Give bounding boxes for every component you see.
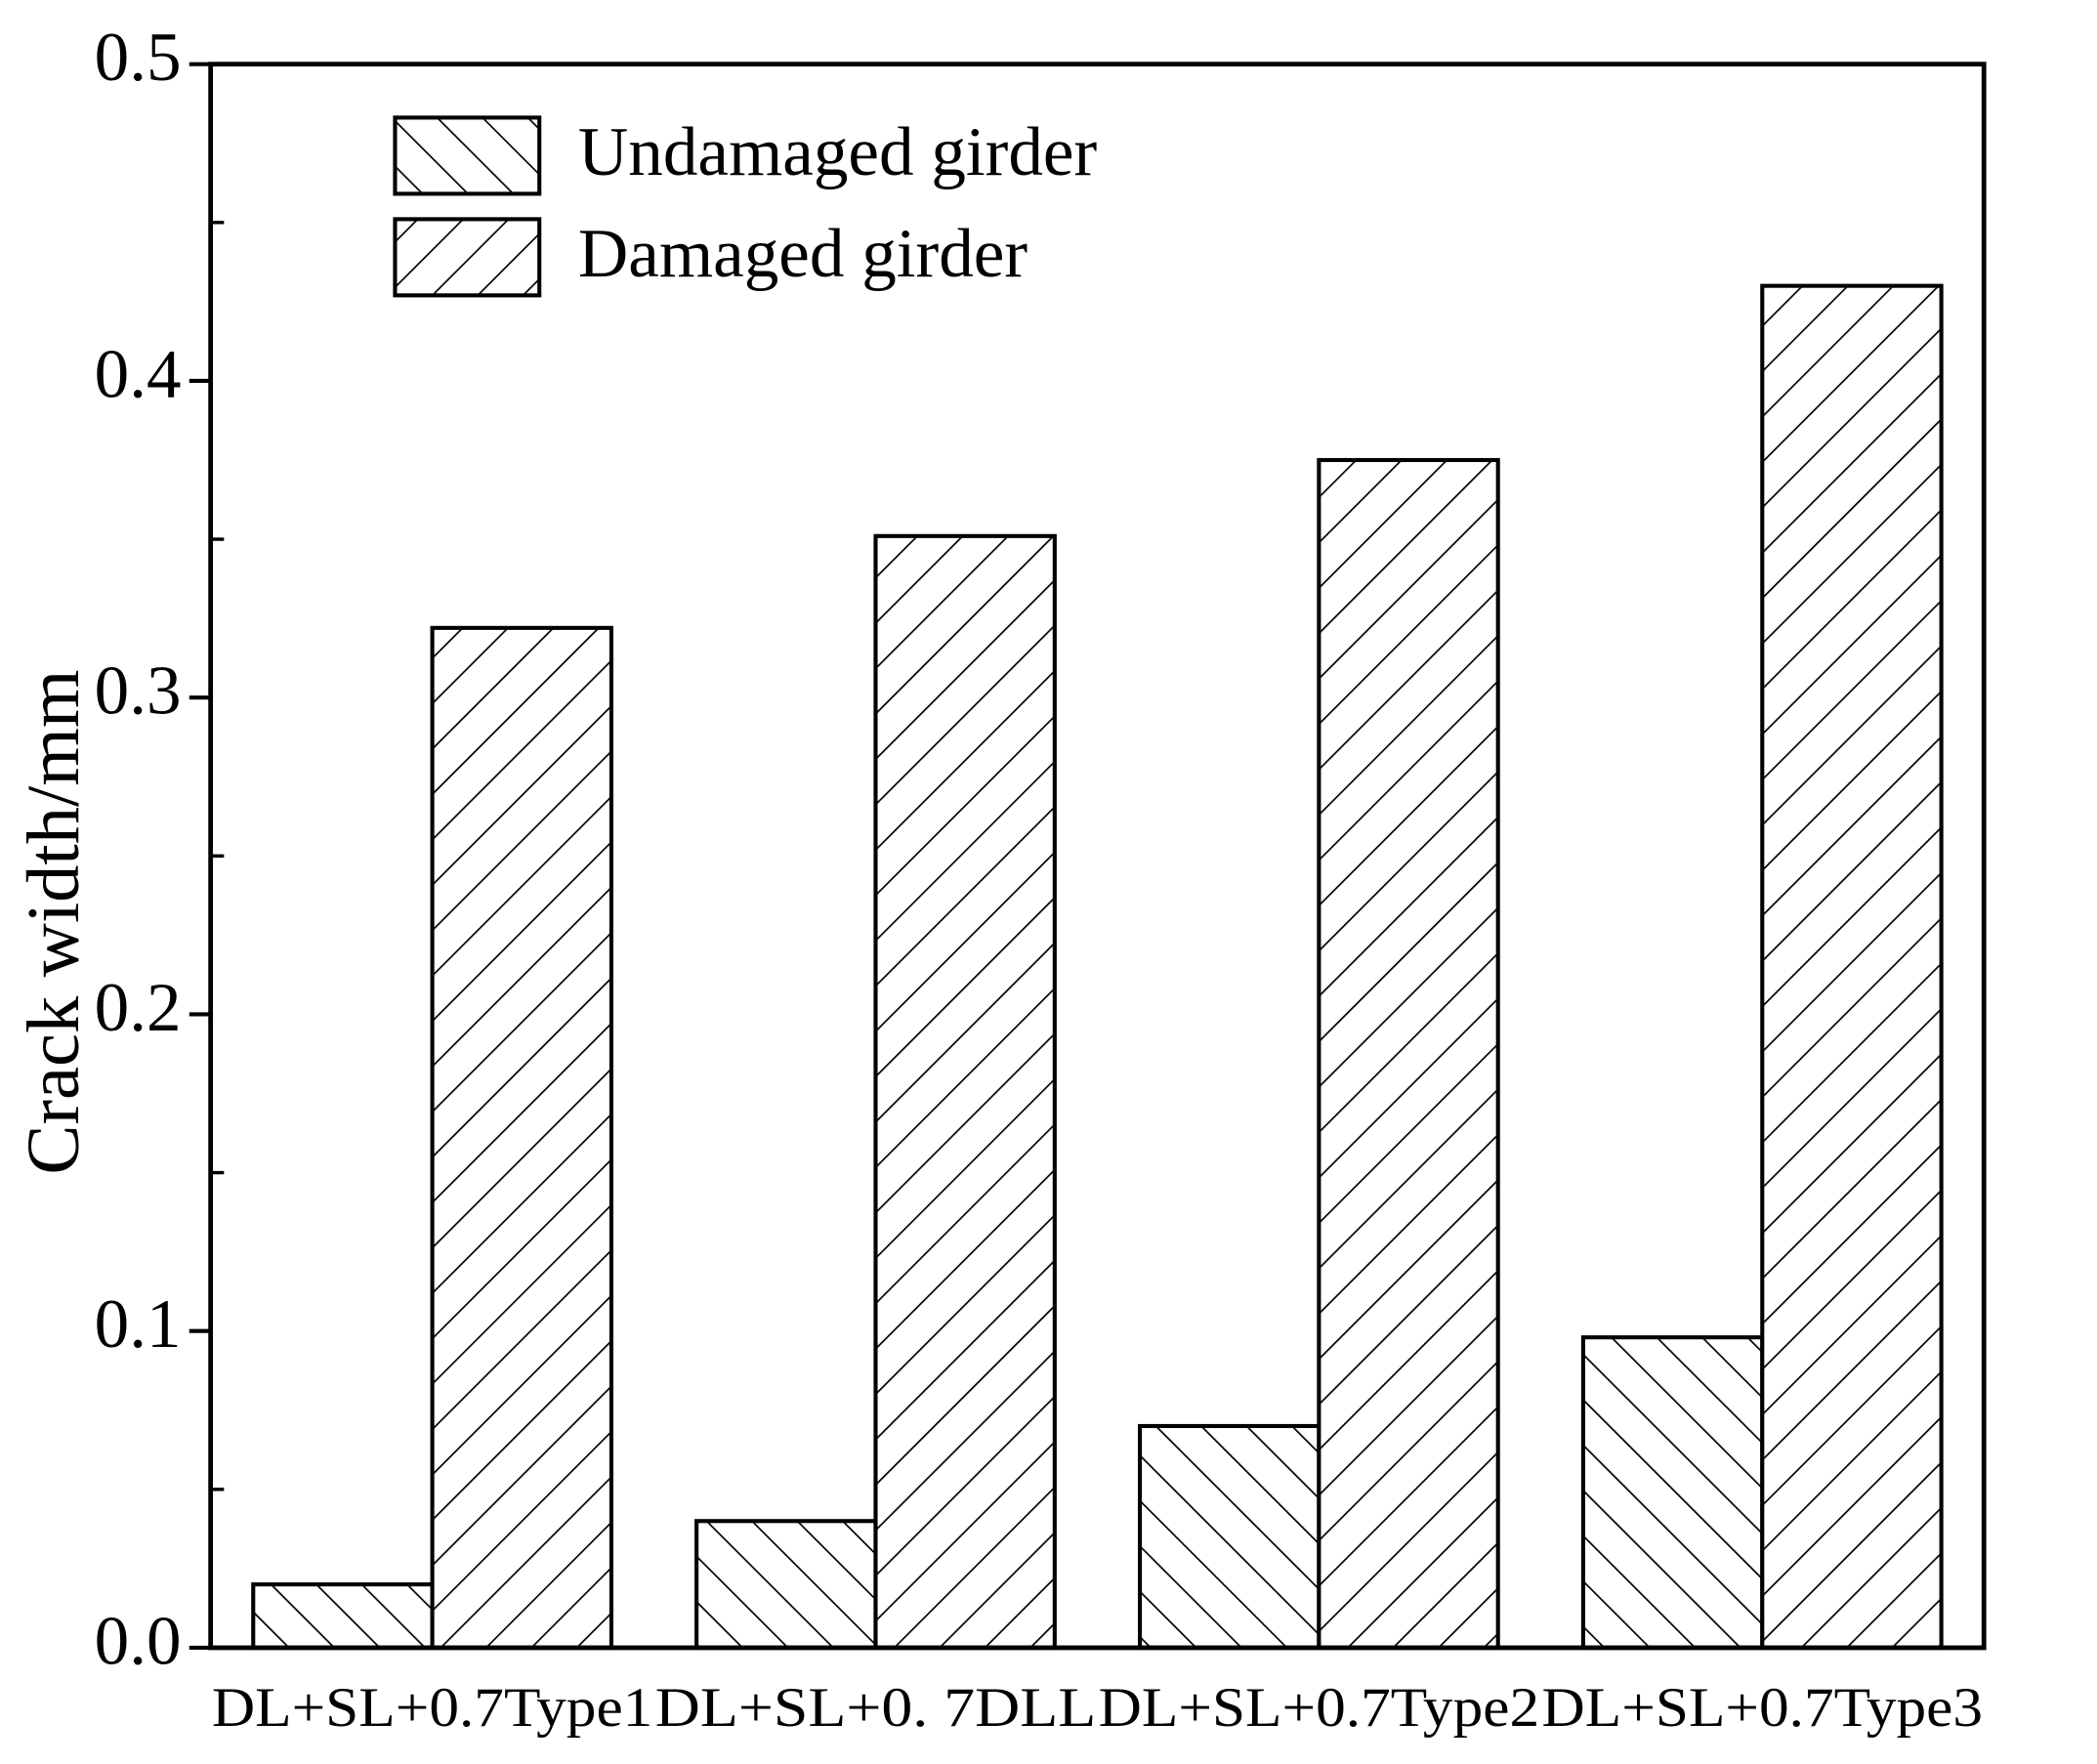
x-tick-label: DL+SL+0. 7DLL — [655, 1677, 1097, 1739]
x-tick-label: DL+SL+0.7Type3 — [1542, 1677, 1984, 1739]
plot-frame — [208, 62, 1987, 1651]
y-tick-label: 0.3 — [95, 653, 182, 730]
y-tick-label: 0.2 — [95, 970, 182, 1046]
bar — [251, 1582, 435, 1651]
y-tick-label: 0.0 — [95, 1603, 182, 1679]
legend-swatch — [393, 217, 542, 298]
y-axis-label: Crack width/mm — [12, 670, 95, 1175]
y-tick-label: 0.1 — [95, 1286, 182, 1363]
legend-label: Undamaged girder — [578, 114, 1098, 190]
x-tick-label: DL+SL+0.7Type2 — [1099, 1677, 1539, 1739]
bar — [694, 1519, 878, 1651]
bar — [1760, 283, 1944, 1651]
bar — [1137, 1423, 1321, 1651]
bar — [1317, 457, 1500, 1651]
legend-swatch — [393, 115, 542, 196]
y-tick-label: 0.4 — [95, 336, 182, 412]
legend-label: Damaged girder — [578, 216, 1028, 292]
bar — [1580, 1335, 1765, 1651]
bar — [873, 533, 1057, 1651]
y-tick-label: 0.5 — [95, 20, 182, 96]
x-tick-label: DL+SL+0.7Type1 — [212, 1677, 653, 1739]
bar — [430, 625, 613, 1651]
